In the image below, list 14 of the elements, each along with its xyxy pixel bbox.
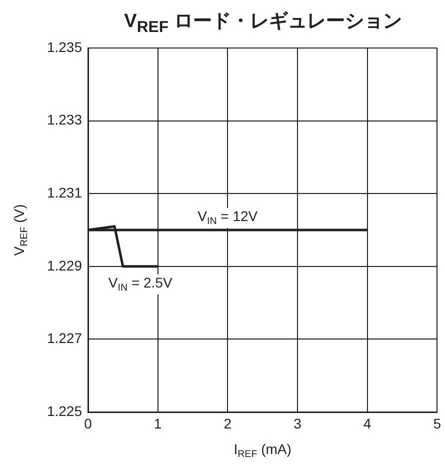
y-axis-title: VREF (V) [10, 204, 30, 256]
x-tick-label: 1 [154, 415, 162, 432]
x-tick-label: 3 [294, 415, 302, 432]
y-tick-label: 1.233 [46, 112, 82, 128]
y-tick-label: 1.229 [46, 257, 82, 274]
y-tick-label: 1.225 [46, 402, 82, 419]
y-tick-label: 1.235 [46, 38, 82, 55]
x-tick-label: 4 [363, 415, 372, 432]
x-tick-label: 5 [433, 415, 442, 432]
y-tick-label: 1.231 [46, 184, 82, 200]
y-tick-label: 1.227 [46, 330, 82, 346]
x-tick-label: 2 [224, 415, 232, 432]
chart-title: V$_{REF}$ ロード・レギュレーション [123, 10, 403, 37]
x-tick-label: 0 [84, 415, 92, 432]
